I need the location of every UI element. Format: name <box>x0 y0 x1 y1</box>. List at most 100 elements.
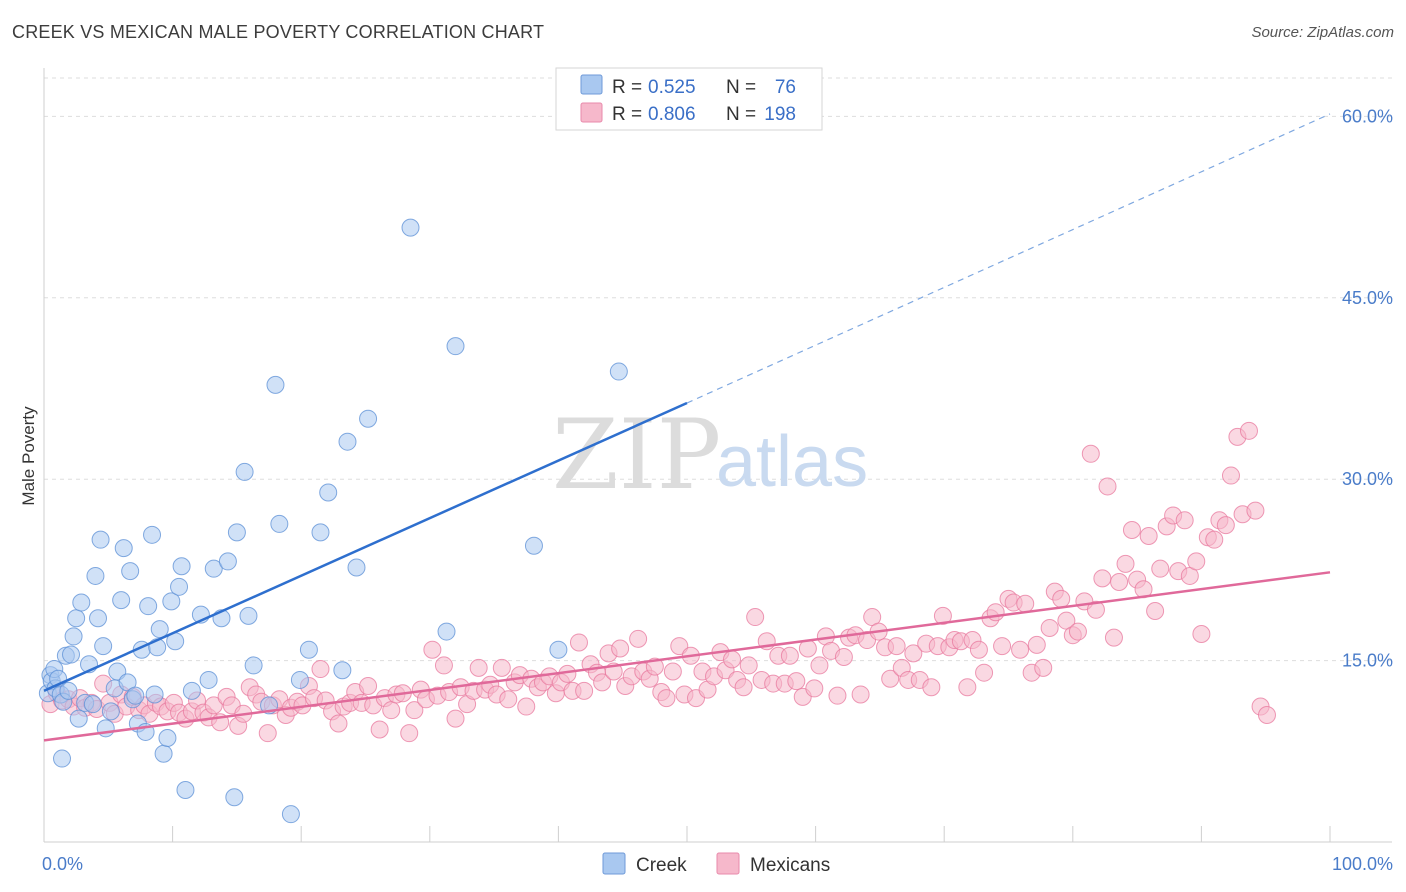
point-mexicans <box>405 701 424 720</box>
point-creek <box>83 695 102 714</box>
point-creek <box>121 562 140 581</box>
point-mexicans <box>887 637 906 656</box>
point-mexicans <box>1175 511 1194 530</box>
y-axis-label: Male Poverty <box>19 406 38 506</box>
point-mexicans <box>1221 466 1240 485</box>
point-mexicans <box>975 663 994 682</box>
point-creek <box>139 597 158 616</box>
point-mexicans <box>204 696 223 715</box>
y-tick-label: 30.0% <box>1342 469 1393 489</box>
point-creek <box>227 523 246 542</box>
bottom-legend: Creek Mexicans <box>602 852 830 876</box>
point-mexicans <box>629 629 648 648</box>
point-creek <box>176 780 195 799</box>
trend-lines <box>43 113 1331 742</box>
point-mexicans <box>1040 618 1059 637</box>
legend-n-label-mexicans: N = <box>726 104 756 125</box>
point-creek <box>69 709 88 728</box>
point-mexicans <box>359 676 378 695</box>
point-creek <box>524 536 543 555</box>
point-mexicans <box>723 650 742 669</box>
point-creek <box>549 640 568 659</box>
point-creek <box>94 637 113 656</box>
point-mexicans <box>922 678 941 697</box>
point-mexicans <box>434 656 453 675</box>
point-mexicans <box>1104 628 1123 647</box>
point-mexicans <box>1151 559 1170 578</box>
point-creek <box>311 523 330 542</box>
point-creek <box>218 552 237 571</box>
point-creek <box>101 702 120 721</box>
point-creek <box>53 749 72 768</box>
point-mexicans <box>1257 706 1276 725</box>
point-mexicans <box>1011 640 1030 659</box>
point-creek <box>204 559 223 578</box>
point-creek <box>338 432 357 451</box>
chart-title: CREEK VS MEXICAN MALE POVERTY CORRELATIO… <box>12 22 545 42</box>
point-mexicans <box>1034 658 1053 677</box>
point-mexicans <box>1016 594 1035 613</box>
point-mexicans <box>734 678 753 697</box>
point-mexicans <box>1122 520 1141 539</box>
point-mexicans <box>1068 622 1087 641</box>
y-tick-label: 60.0% <box>1342 106 1393 126</box>
point-creek <box>281 805 300 824</box>
point-creek <box>72 593 91 612</box>
point-creek <box>319 483 338 502</box>
point-mexicans <box>663 662 682 681</box>
y-tick-label: 45.0% <box>1342 288 1393 308</box>
point-creek <box>170 577 189 596</box>
point-mexicans <box>933 606 952 625</box>
bottom-legend-label-creek: Creek <box>636 855 687 876</box>
point-creek <box>401 218 420 237</box>
bottom-legend-swatch-creek <box>602 852 626 875</box>
point-mexicans <box>1116 554 1135 573</box>
point-creek <box>91 530 110 549</box>
point-mexicans <box>958 678 977 697</box>
watermark-atlas: atlas <box>716 422 868 502</box>
point-mexicans <box>1027 635 1046 654</box>
point-mexicans <box>780 646 799 665</box>
point-creek <box>158 728 177 747</box>
legend-r-value-creek: 0.525 <box>648 77 696 98</box>
point-mexicans <box>810 656 829 675</box>
point-mexicans <box>993 637 1012 656</box>
source-label: Source: ZipAtlas.com <box>1251 24 1394 41</box>
point-mexicans <box>311 660 330 679</box>
legend: R = 0.525 N = 76 R = 0.806 N = 198 <box>555 67 823 131</box>
point-mexicans <box>258 724 277 743</box>
trend-line-creek <box>43 401 688 692</box>
point-mexicans <box>1246 501 1265 520</box>
point-creek <box>235 462 254 481</box>
point-mexicans <box>904 644 923 663</box>
point-mexicans <box>645 657 664 676</box>
point-creek <box>154 744 173 763</box>
point-mexicans <box>1093 569 1112 588</box>
point-creek <box>199 670 218 689</box>
point-mexicans <box>575 681 594 700</box>
point-mexicans <box>611 639 630 658</box>
point-creek <box>239 606 258 625</box>
point-mexicans <box>382 701 401 720</box>
point-creek <box>114 539 133 558</box>
point-creek <box>290 670 309 689</box>
x-axis-ticks <box>172 826 1331 842</box>
point-mexicans <box>400 724 419 743</box>
point-mexicans <box>1052 589 1071 608</box>
trend-line-mexicans <box>43 571 1331 742</box>
point-creek <box>64 627 83 646</box>
point-mexicans <box>881 669 900 688</box>
data-points <box>38 218 1276 824</box>
legend-r-label-creek: R = <box>612 77 642 98</box>
point-creek <box>59 681 78 700</box>
point-creek <box>67 609 86 628</box>
point-creek <box>270 514 289 533</box>
point-mexicans <box>1098 477 1117 496</box>
legend-n-value-creek: 76 <box>775 77 796 98</box>
point-mexicans <box>469 658 488 677</box>
point-mexicans <box>446 709 465 728</box>
point-mexicans <box>1192 624 1211 643</box>
point-mexicans <box>1139 527 1158 546</box>
y-tick-labels: 15.0% 30.0% 45.0% 60.0% <box>1342 106 1393 670</box>
